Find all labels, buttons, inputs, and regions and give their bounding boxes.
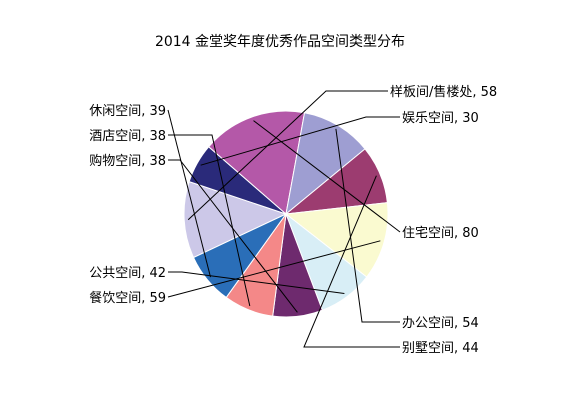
leader-lines	[167, 90, 401, 348]
slice-label: 娱乐空间, 30	[402, 111, 479, 126]
pie-slice	[183, 180, 288, 259]
chart-title: 2014 金堂奖年度优秀作品空间类型分布	[155, 33, 405, 50]
slice-label: 别墅空间, 44	[402, 341, 479, 356]
leader-line	[167, 240, 381, 298]
slice-label: 酒店空间, 38	[89, 129, 166, 144]
slice-label: 购物空间, 38	[89, 153, 166, 169]
leader-line	[168, 271, 345, 294]
leader-line	[168, 159, 298, 313]
slice-labels: 样板间/售楼处, 58 娱乐空间, 30 住宅空间, 80 办公空间, 54 别墅空间,…	[89, 84, 497, 356]
leader-line	[200, 116, 400, 166]
leader-line	[168, 134, 251, 307]
slice-label: 住宅空间, 80	[402, 226, 479, 241]
pie-slices	[183, 110, 389, 318]
pie-slice	[284, 202, 389, 278]
slice-label: 办公空间, 54	[402, 316, 479, 331]
slice-label: 休闲空间, 39	[89, 104, 166, 119]
leader-line	[167, 109, 211, 278]
slice-label: 餐饮空间, 59	[89, 290, 166, 306]
slice-label: 样板间/售楼处, 58	[390, 84, 497, 100]
leader-line	[303, 175, 400, 348]
leader-line	[187, 90, 388, 221]
leader-line	[253, 120, 401, 233]
slice-label: 公共空间, 42	[89, 266, 166, 281]
leader-line	[335, 128, 400, 323]
